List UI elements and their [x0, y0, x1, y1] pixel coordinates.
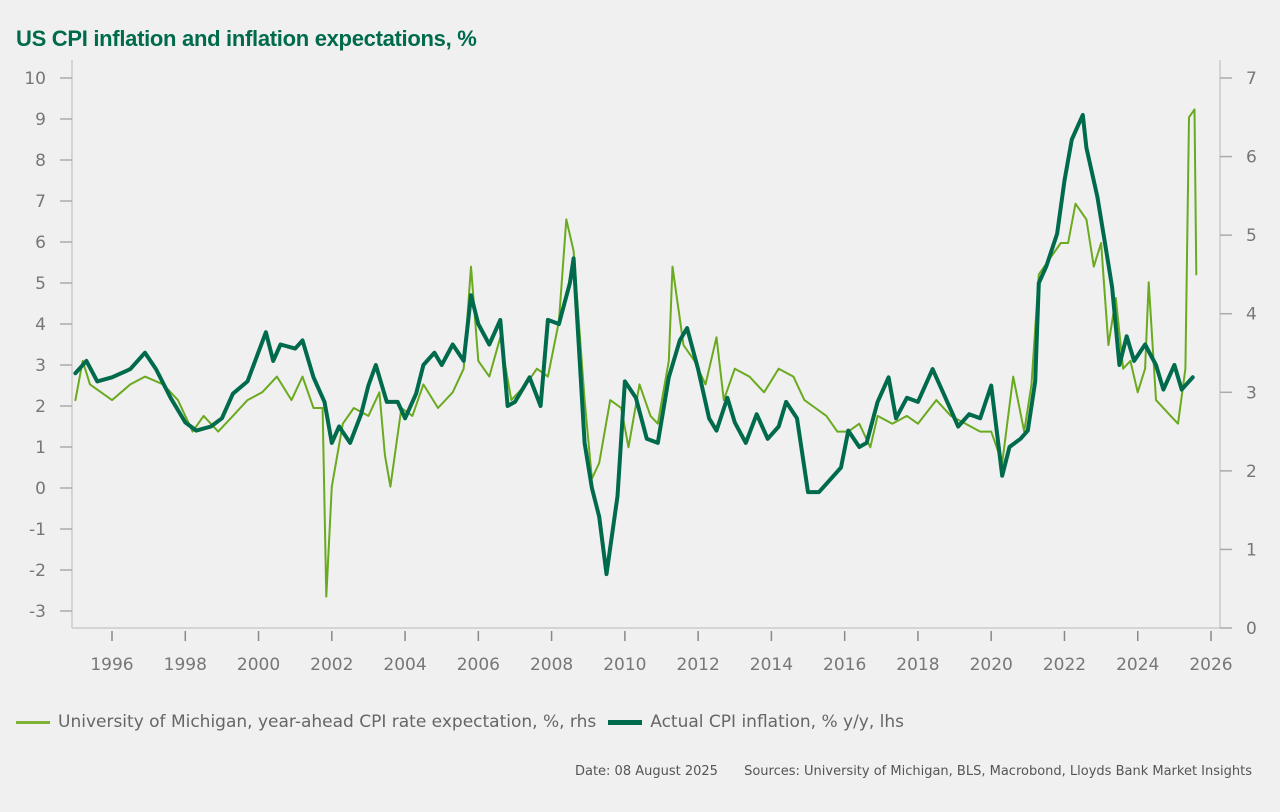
y-left-tick-label: 5	[35, 274, 46, 294]
legend-swatch-cpi	[608, 719, 643, 725]
series-group	[73, 108, 1198, 598]
footer-date: Date: 08 August 2025	[574, 764, 718, 779]
y-left-tick-label: -2	[29, 561, 46, 581]
x-tick-label: 2000	[237, 655, 280, 675]
x-tick-label: 2008	[530, 655, 573, 675]
chart-title: US CPI inflation and inflation expectati…	[16, 26, 477, 51]
y-left-tick-label: 10	[24, 69, 46, 89]
y-left-tick-label: 2	[35, 397, 46, 417]
x-tick-label: 2016	[823, 655, 866, 675]
x-tick-label: 2024	[1116, 655, 1159, 675]
x-tick-label: 1998	[164, 655, 207, 675]
y-left-tick-label: 4	[35, 315, 46, 335]
legend-label-cpi: Actual CPI inflation, % y/y, lhs	[650, 712, 905, 732]
x-tick-label: 2012	[677, 655, 720, 675]
x-tick-label: 2014	[750, 655, 793, 675]
legend-swatch-michigan	[16, 720, 50, 724]
x-tick-label: 2002	[310, 655, 353, 675]
footer-sources: Sources: University of Michigan, BLS, Ma…	[744, 764, 1252, 779]
y-right-tick-label: 3	[1246, 383, 1257, 403]
x-tick-label: 2018	[896, 655, 939, 675]
legend-item-cpi: Actual CPI inflation, % y/y, lhs	[608, 712, 904, 732]
x-tick-label: 2020	[970, 655, 1013, 675]
y-left-tick-label: 0	[35, 479, 46, 499]
x-tick-label: 2004	[383, 655, 426, 675]
x-tick-label: 2010	[603, 655, 646, 675]
y-right-tick-label: 6	[1246, 148, 1257, 168]
series-line-michigan-expectation	[74, 108, 1198, 598]
series-line-actual-cpi	[73, 112, 1195, 577]
y-right-tick-label: 5	[1246, 226, 1257, 246]
y-left-tick-label: 9	[35, 110, 46, 130]
y-left-tick-label: 6	[35, 233, 46, 253]
x-tick-label: 1996	[90, 655, 133, 675]
legend: University of Michigan, year-ahead CPI r…	[16, 712, 910, 732]
y-left-tick-label: -3	[29, 602, 46, 622]
y-left-tick-label: 7	[35, 192, 46, 212]
y-right-tick-label: 0	[1246, 619, 1257, 639]
y-right-tick-label: 7	[1246, 69, 1257, 89]
x-tick-label: 2026	[1189, 655, 1232, 675]
y-right-tick-label: 2	[1246, 462, 1257, 482]
y-left-tick-label: 1	[35, 438, 46, 458]
y-left-tick-label: 3	[35, 356, 46, 376]
x-tick-label: 2006	[457, 655, 500, 675]
x-tick-label: 2022	[1043, 655, 1086, 675]
footer: Date: 08 August 2025 Sources: University…	[553, 764, 1252, 779]
y-right-tick-label: 4	[1246, 305, 1257, 325]
legend-item-michigan: University of Michigan, year-ahead CPI r…	[16, 712, 596, 732]
y-left-tick-label: 8	[35, 151, 46, 171]
y-left-tick-label: -1	[29, 520, 46, 540]
y-right-tick-label: 1	[1246, 540, 1257, 560]
legend-label-michigan: University of Michigan, year-ahead CPI r…	[58, 712, 597, 732]
